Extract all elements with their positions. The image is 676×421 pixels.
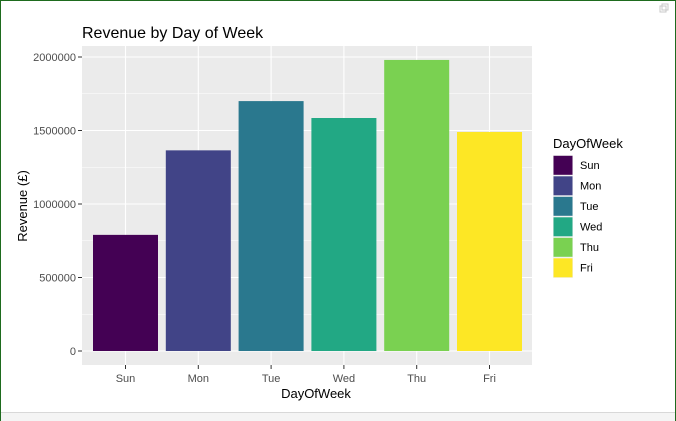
legend-label: Wed xyxy=(580,222,602,234)
window-scrollbar[interactable] xyxy=(1,412,675,421)
legend-swatch-thu xyxy=(553,237,573,257)
legend-label: Mon xyxy=(580,181,601,193)
legend-label: Fri xyxy=(580,263,593,275)
bar-fri xyxy=(457,131,522,351)
y-axis: 0 500000 1000000 1500000 2000000 xyxy=(33,52,82,358)
bar-thu xyxy=(384,59,450,351)
x-tick-label: Sun xyxy=(116,373,136,385)
legend-swatch-wed xyxy=(553,217,573,237)
x-axis-title: DayOfWeek xyxy=(281,386,351,401)
legend-swatch-fri xyxy=(553,258,573,278)
bar-sun xyxy=(93,234,158,351)
y-tick-label: 1500000 xyxy=(33,126,76,138)
legend-label: Sun xyxy=(580,160,600,172)
legend: DayOfWeek Sun Mon Tue Wed Thu Fri xyxy=(553,136,623,278)
x-axis: Sun Mon Tue Wed Thu Fri xyxy=(116,365,496,385)
legend-title: DayOfWeek xyxy=(553,136,623,151)
bar-wed xyxy=(311,118,377,351)
legend-label: Tue xyxy=(580,201,599,213)
bar-mon xyxy=(165,150,231,351)
bar-tue xyxy=(238,101,304,351)
chart-title: Revenue by Day of Week xyxy=(82,25,264,42)
y-tick-label: 0 xyxy=(70,346,76,358)
y-tick-label: 1000000 xyxy=(33,199,76,211)
resize-corner-icon[interactable] xyxy=(659,3,669,13)
y-axis-title: Revenue (£) xyxy=(15,170,30,242)
y-tick-label: 2000000 xyxy=(33,52,76,64)
legend-swatch-tue xyxy=(553,196,573,216)
x-tick-label: Tue xyxy=(262,373,281,385)
x-tick-label: Wed xyxy=(333,373,355,385)
bars xyxy=(93,59,522,351)
legend-swatch-mon xyxy=(553,176,573,196)
x-tick-label: Fri xyxy=(483,373,496,385)
legend-label: Thu xyxy=(580,242,599,254)
y-tick-label: 500000 xyxy=(39,273,76,285)
x-tick-label: Mon xyxy=(188,373,209,385)
x-tick-label: Thu xyxy=(407,373,426,385)
legend-swatch-sun xyxy=(553,155,573,175)
